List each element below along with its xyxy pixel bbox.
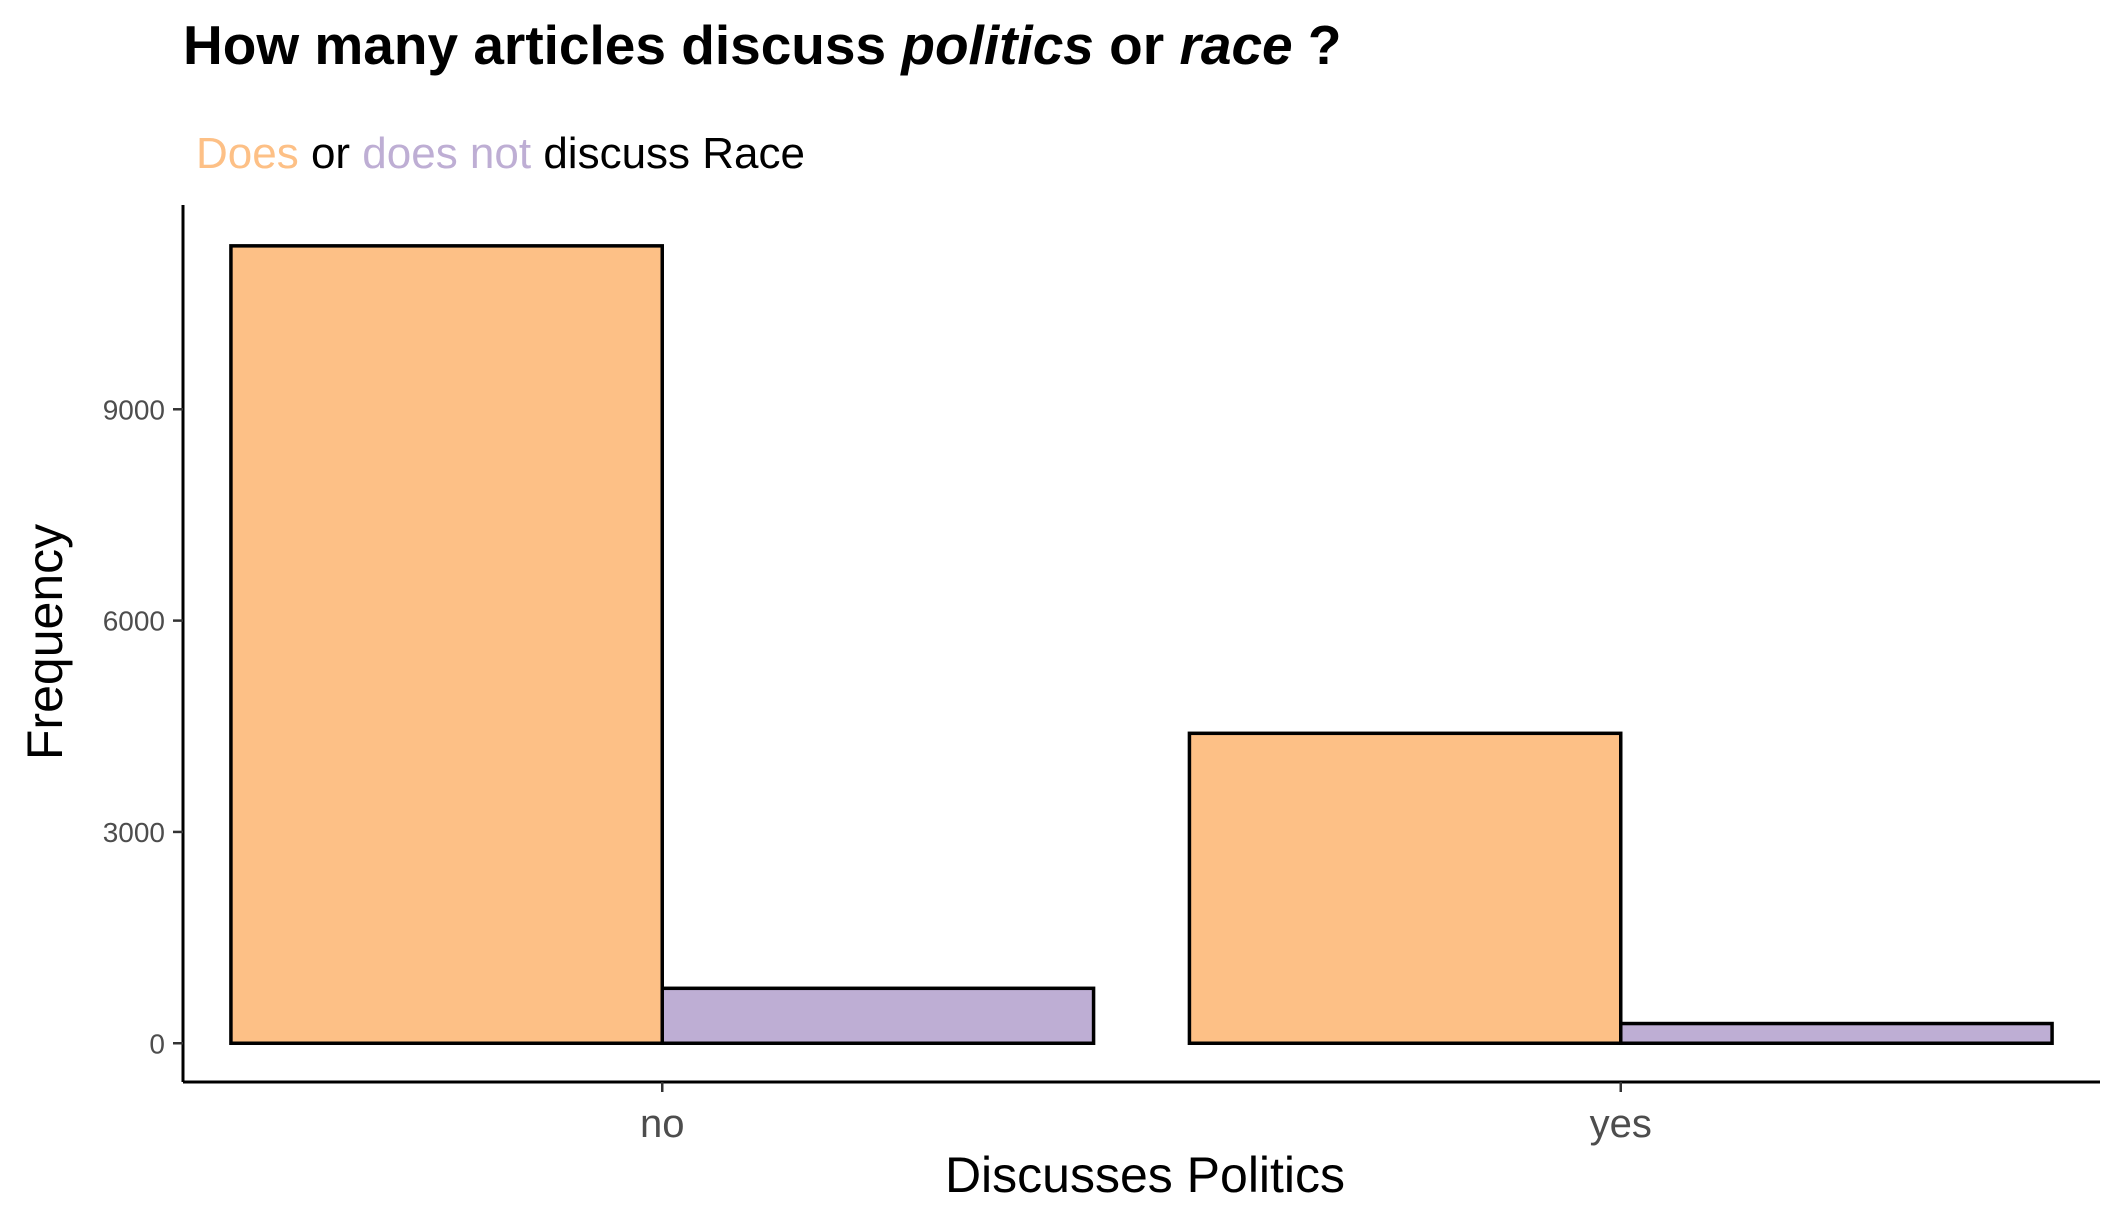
y-tick-label: 9000 — [103, 394, 165, 425]
bar-no-does-not — [660, 986, 1096, 1046]
x-tick-label: no — [640, 1102, 685, 1146]
chart-title: How many articles discuss politics or ra… — [183, 14, 1342, 76]
x-axis-title: Discusses Politics — [945, 1147, 1345, 1203]
y-tick-label: 0 — [149, 1028, 165, 1059]
chart-subtitle-part: or — [299, 129, 363, 178]
chart-subtitle: Does or does not discuss Race — [196, 129, 805, 178]
y-axis-title: Frequency — [17, 524, 73, 760]
chart-title-part: ? — [1293, 14, 1342, 76]
chart-title-part: How many articles discuss — [183, 14, 901, 76]
chart-subtitle-part: discuss Race — [531, 129, 805, 178]
bar-yes-does — [1187, 731, 1623, 1046]
chart-title-part: race — [1179, 14, 1292, 76]
chart-title-part: or — [1094, 14, 1180, 76]
bars-group — [229, 244, 2054, 1046]
x-tick-label: yes — [1590, 1102, 1652, 1146]
bar-yes-does-not — [1619, 1021, 2054, 1046]
chart-subtitle-part: does not — [362, 129, 531, 178]
bar-no-does — [229, 244, 665, 1046]
y-tick-label: 6000 — [103, 606, 165, 637]
x-axis: no yes — [183, 1080, 2100, 1146]
y-axis: 0 3000 6000 9000 — [103, 205, 185, 1082]
chart-title-part: politics — [899, 14, 1094, 76]
chart-subtitle-part: Does — [196, 129, 299, 178]
y-tick-label: 3000 — [103, 817, 165, 848]
